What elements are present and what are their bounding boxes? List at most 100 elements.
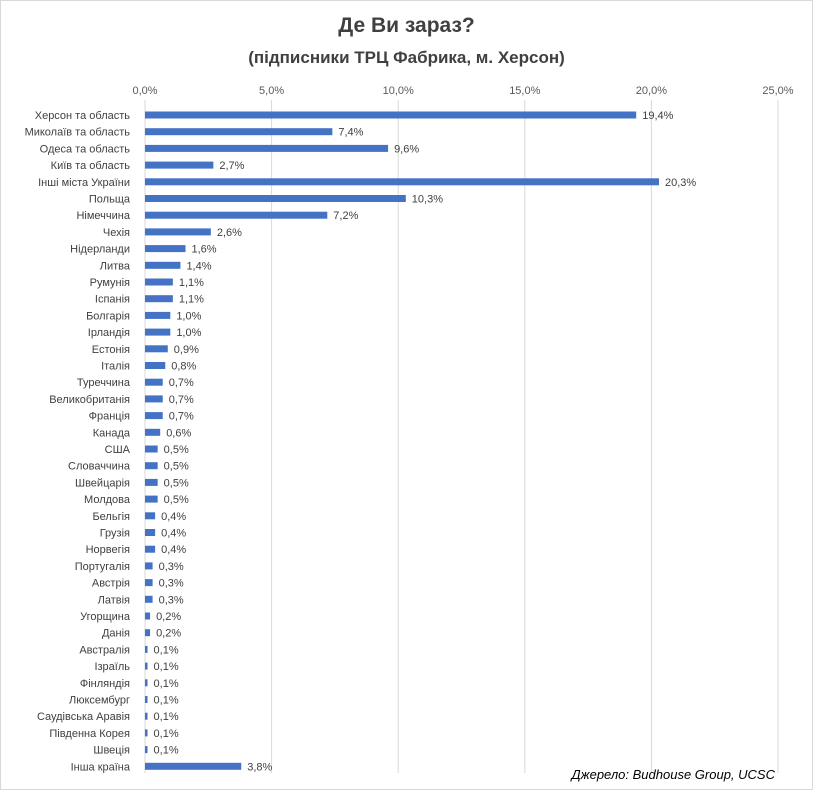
category-label: Австралія	[79, 644, 130, 656]
data-label: 0,5%	[164, 461, 189, 473]
bar	[145, 111, 637, 119]
data-label: 0,4%	[161, 528, 186, 540]
data-label: 0,2%	[156, 628, 181, 640]
data-label: 1,6%	[192, 244, 217, 256]
bar	[145, 445, 158, 453]
bar	[145, 311, 171, 319]
category-label: Болгарія	[86, 310, 130, 322]
category-label: Інша країна	[71, 761, 131, 773]
category-label: Канада	[93, 427, 131, 439]
bar	[145, 245, 186, 253]
data-label: 0,1%	[154, 695, 179, 707]
category-label: Молдова	[84, 494, 131, 506]
data-label: 0,5%	[164, 477, 189, 489]
category-label: Одеса та область	[40, 143, 131, 155]
bar	[145, 295, 173, 303]
data-label: 0,7%	[169, 394, 194, 406]
category-label: Іспанія	[95, 294, 130, 306]
x-tick-label: 20,0%	[636, 85, 667, 97]
category-label: Австрія	[92, 578, 130, 590]
data-label: 0,5%	[164, 494, 189, 506]
x-tick-label: 5,0%	[259, 85, 284, 97]
bar	[145, 128, 333, 136]
category-label: Великобританія	[49, 394, 130, 406]
category-label: Ірландія	[88, 327, 130, 339]
bar	[145, 178, 659, 186]
data-label: 7,4%	[338, 127, 363, 139]
bar	[145, 512, 156, 520]
category-label: Швеція	[93, 745, 130, 757]
data-label: 0,7%	[169, 377, 194, 389]
data-label: 1,0%	[176, 310, 201, 322]
category-label: Латвія	[98, 594, 130, 606]
data-label: 7,2%	[333, 210, 358, 222]
source-note: Джерело: Budhouse Group, UCSC	[571, 767, 776, 782]
category-label: Миколаїв та область	[25, 127, 131, 139]
category-label: Південна Корея	[49, 728, 130, 740]
bar	[145, 612, 151, 620]
data-label: 10,3%	[412, 194, 443, 206]
data-label: 0,6%	[166, 427, 191, 439]
category-label: Грузія	[100, 528, 130, 540]
bar	[145, 746, 148, 754]
data-label: 0,1%	[154, 711, 179, 723]
data-label: 20,3%	[665, 177, 696, 189]
category-label: Туреччина	[77, 377, 131, 389]
bar	[145, 211, 328, 219]
bar	[145, 645, 148, 653]
category-label: Фінляндія	[80, 678, 130, 690]
bar	[145, 762, 242, 770]
bar	[145, 462, 158, 470]
x-tick-label: 25,0%	[762, 85, 793, 97]
data-label: 0,8%	[171, 361, 196, 373]
category-label: Чехія	[103, 227, 130, 239]
bar	[145, 495, 158, 503]
data-label: 0,7%	[169, 411, 194, 423]
data-label: 3,8%	[247, 761, 272, 773]
chart-subtitle: (підписники ТРЦ Фабрика, м. Херсон)	[248, 48, 565, 67]
bar	[145, 328, 171, 336]
bar	[145, 545, 156, 553]
bar	[145, 345, 168, 353]
bar	[145, 395, 163, 403]
bar	[145, 362, 166, 369]
category-label: Київ та область	[51, 160, 131, 172]
bar	[145, 478, 158, 486]
data-label: 0,1%	[154, 644, 179, 656]
data-label: 9,6%	[394, 143, 419, 155]
category-label: Словаччина	[68, 461, 131, 473]
category-label: Ізраїль	[94, 661, 130, 673]
category-label: Люксембург	[69, 695, 130, 707]
bar	[145, 228, 211, 236]
category-label: Саудівська Аравія	[37, 711, 130, 723]
bar	[145, 729, 148, 737]
bar	[145, 679, 148, 687]
category-label: Херсон та область	[35, 110, 131, 122]
data-label: 19,4%	[642, 110, 673, 122]
data-label: 2,6%	[217, 227, 242, 239]
category-label: Естонія	[92, 344, 130, 356]
bar	[145, 579, 153, 587]
category-label: Швейцарія	[75, 477, 130, 489]
bar	[145, 712, 148, 720]
chart-title: Де Ви зараз?	[338, 14, 475, 37]
data-label: 1,1%	[179, 277, 204, 289]
data-label: 0,2%	[156, 611, 181, 623]
bar	[145, 595, 153, 603]
data-label: 0,9%	[174, 344, 199, 356]
category-label: Литва	[100, 260, 131, 272]
category-label: Угорщина	[80, 611, 131, 623]
bar	[145, 261, 181, 269]
data-label: 0,1%	[154, 728, 179, 740]
category-label: Румунія	[90, 277, 130, 289]
data-label: 1,0%	[176, 327, 201, 339]
x-tick-label: 0,0%	[132, 85, 157, 97]
data-label: 0,4%	[161, 511, 186, 523]
bar	[145, 161, 214, 169]
data-label: 0,5%	[164, 444, 189, 456]
bar	[145, 662, 148, 670]
category-label: Норвегія	[86, 544, 130, 556]
x-tick-label: 15,0%	[509, 85, 540, 97]
category-label: Інші міста України	[38, 177, 130, 189]
data-label: 0,4%	[161, 544, 186, 556]
